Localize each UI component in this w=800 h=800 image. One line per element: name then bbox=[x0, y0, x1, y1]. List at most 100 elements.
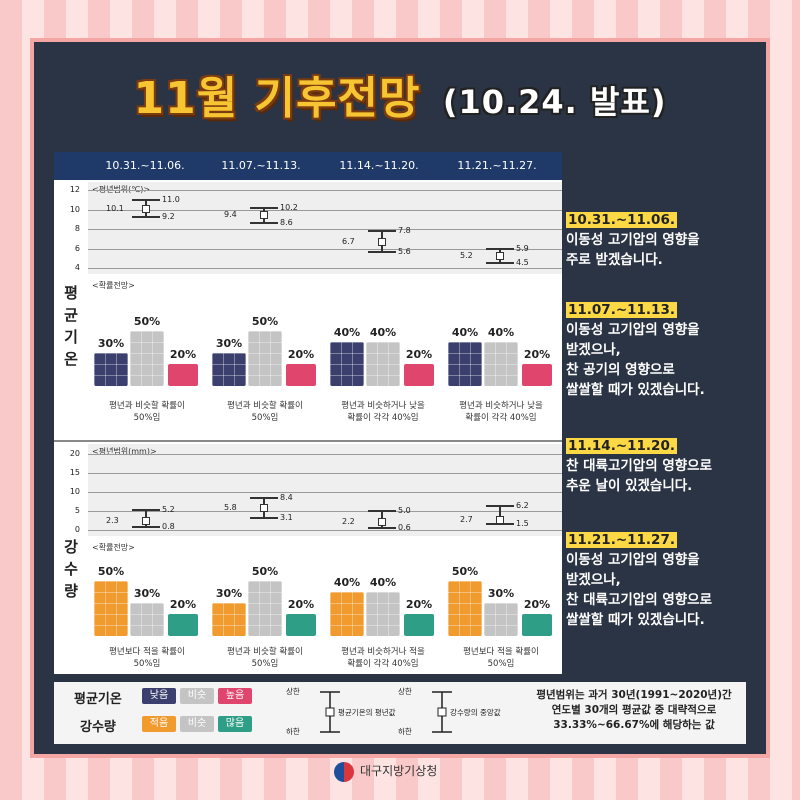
legend-range-diagram bbox=[320, 691, 452, 733]
prob-caption: 평년과 비슷할 확률이 bbox=[227, 401, 303, 411]
period-3: 11.14.~11.20. bbox=[339, 159, 419, 172]
range-upper-cap bbox=[250, 206, 278, 209]
prob-group: 50% 30% 20% 평년보다 적을 확률이 50%임 bbox=[88, 538, 206, 674]
prob-block-high bbox=[522, 614, 552, 636]
rain-label-char: 수 bbox=[64, 560, 78, 578]
range-upper-label: 11.0 bbox=[162, 194, 180, 204]
prob-pct-high: 20% bbox=[287, 598, 315, 611]
prob-caption: 평년과 비슷하거나 낮을 bbox=[341, 401, 425, 411]
legend-note-line: 연도별 30개의 평균값 중 대략적으로 bbox=[551, 704, 717, 716]
legend-diag1-desc: 평균기온의 평년값 bbox=[338, 708, 396, 717]
range-mean-label: 2.7 bbox=[460, 514, 473, 524]
range-upper-label: 8.4 bbox=[280, 493, 293, 503]
temp-prob-note: <확률전망> bbox=[92, 281, 135, 290]
grid-line bbox=[88, 511, 562, 512]
prob-block-low bbox=[448, 342, 482, 386]
prob-block-high bbox=[404, 364, 434, 386]
range-upper-cap bbox=[132, 198, 160, 201]
prob-pct-high: 20% bbox=[169, 598, 197, 611]
prob-pct-high: 20% bbox=[523, 348, 551, 361]
prob-block-normal bbox=[484, 342, 518, 386]
prob-group: 30% 50% 20% 평년과 비슷할 확률이 50%임 bbox=[206, 538, 324, 674]
grid-line bbox=[88, 268, 562, 269]
prob-group: 30% 50% 20% 평년과 비슷할 확률이 50%임 bbox=[206, 276, 324, 436]
range-lower-label: 9.2 bbox=[162, 212, 175, 222]
grid-line bbox=[88, 473, 562, 474]
prob-pct-low: 30% bbox=[215, 587, 243, 600]
grid-line bbox=[88, 530, 562, 531]
range-upper-cap bbox=[132, 509, 160, 512]
period-2: 11.07.~11.13. bbox=[221, 159, 301, 172]
agency-footer: 대구지방기상청 bbox=[334, 762, 437, 782]
legend-note-line: 평년범위는 과거 30년(1991~2020년)간 bbox=[536, 689, 732, 701]
prob-block-high bbox=[522, 364, 552, 386]
prob-group: 40% 40% 20% 평년과 비슷하거나 낮을 확률이 각각 40%임 bbox=[324, 276, 442, 436]
range-mean-marker bbox=[142, 204, 150, 213]
prob-caption: 50%임 bbox=[487, 659, 515, 669]
prob-group: 30% 50% 20% 평년과 비슷할 확률이 50%임 bbox=[88, 276, 206, 436]
range-mean-label: 10.1 bbox=[106, 203, 124, 213]
prob-block-normal bbox=[366, 342, 400, 386]
range-upper-label: 10.2 bbox=[280, 202, 298, 212]
prob-pct-normal: 50% bbox=[251, 315, 279, 328]
range-mean-marker bbox=[496, 252, 504, 261]
range-upper-cap bbox=[368, 229, 396, 232]
grid-line bbox=[88, 454, 562, 455]
prob-group: 50% 30% 20% 평년보다 적을 확률이 50%임 bbox=[442, 538, 560, 674]
prob-pct-low: 40% bbox=[451, 326, 479, 339]
temp-range-note: <평년범위(℃)> bbox=[92, 184, 150, 195]
prob-caption: 평년보다 적을 확률이 bbox=[109, 647, 185, 657]
prob-pct-normal: 30% bbox=[487, 587, 515, 600]
range-mean-label: 5.8 bbox=[224, 502, 237, 512]
range-mean-marker bbox=[496, 515, 504, 524]
prob-caption: 50%임 bbox=[133, 659, 161, 669]
prob-block-low bbox=[94, 353, 128, 386]
temp-section-label: 평 균 기 온 bbox=[54, 282, 88, 370]
range-upper-label: 5.0 bbox=[398, 506, 411, 515]
rain-label-char: 강 bbox=[64, 538, 78, 556]
legend-temp-low: 낮음 bbox=[142, 688, 176, 704]
legend-temp-label: 평균기온 bbox=[74, 692, 122, 707]
y-tick-label: 15 bbox=[69, 468, 80, 477]
prob-pct-normal: 40% bbox=[369, 576, 397, 589]
side-note-line: 찬 공기의 영향으로 bbox=[566, 362, 675, 378]
range-mean-label: 2.3 bbox=[106, 516, 119, 526]
range-lower-cap bbox=[132, 525, 160, 528]
prob-group: 40% 40% 20% 평년과 비슷하거나 낮을 확률이 각각 40%임 bbox=[442, 276, 560, 436]
range-upper-label: 5.2 bbox=[162, 505, 175, 515]
range-upper-cap bbox=[486, 505, 514, 508]
rain-section-label: 강 수 량 bbox=[54, 536, 88, 602]
side-note-date: 11.07.~11.13. bbox=[566, 302, 677, 318]
title-main: 11월 기후전망 bbox=[133, 73, 421, 124]
temp-range-plot: <평년범위(℃)> 12 10 8 6 4 11.0 9.2 10.1 10.2 8.6 9.4 7.… bbox=[70, 182, 562, 274]
prob-block-low bbox=[330, 342, 364, 386]
prob-caption: 평년과 비슷할 확률이 bbox=[227, 647, 303, 657]
prob-caption: 50%임 bbox=[133, 413, 161, 423]
range-mean-label: 9.4 bbox=[224, 210, 237, 220]
temp-label-char: 평 bbox=[64, 284, 78, 302]
prob-block-low bbox=[448, 581, 482, 636]
prob-block-normal bbox=[130, 603, 164, 636]
period-header: 10.31.~11.06. 11.07.~11.13. 11.14.~11.20… bbox=[54, 152, 562, 180]
range-lower-cap bbox=[368, 526, 396, 529]
legend-note: 평년범위는 과거 30년(1991~2020년)간 연도별 30개의 평균값 중… bbox=[524, 688, 744, 733]
side-note-4: 11.21.~11.27. 이동성 고기압의 영향을 받겠으나, 찬 대륙고기압… bbox=[566, 530, 756, 630]
prob-block-normal bbox=[484, 603, 518, 636]
rain-range-note: <평년범위(mm)> bbox=[92, 447, 157, 456]
y-tick-label: 0 bbox=[74, 525, 80, 534]
prob-pct-low: 30% bbox=[97, 337, 125, 350]
prob-group: 40% 40% 20% 평년과 비슷하거나 적을 확률이 각각 40%임 bbox=[324, 538, 442, 674]
range-lower-label: 1.5 bbox=[516, 519, 529, 529]
prob-block-high bbox=[404, 614, 434, 636]
side-note-date: 10.31.~11.06. bbox=[566, 212, 677, 228]
prob-pct-low: 40% bbox=[333, 326, 361, 339]
prob-caption: 확률이 각각 40%임 bbox=[347, 413, 419, 423]
side-note-3: 11.14.~11.20. 찬 대륙고기압의 영향으로 추운 날이 있겠습니다. bbox=[566, 436, 756, 496]
temp-label-char: 온 bbox=[64, 350, 78, 368]
range-mean-marker bbox=[142, 517, 150, 526]
side-note-line: 받겠으나, bbox=[566, 572, 621, 588]
side-note-line: 찬 대륙고기압의 영향으로 bbox=[566, 592, 713, 608]
range-lower-cap bbox=[250, 517, 278, 520]
prob-block-low bbox=[212, 603, 246, 636]
prob-pct-normal: 50% bbox=[251, 565, 279, 578]
